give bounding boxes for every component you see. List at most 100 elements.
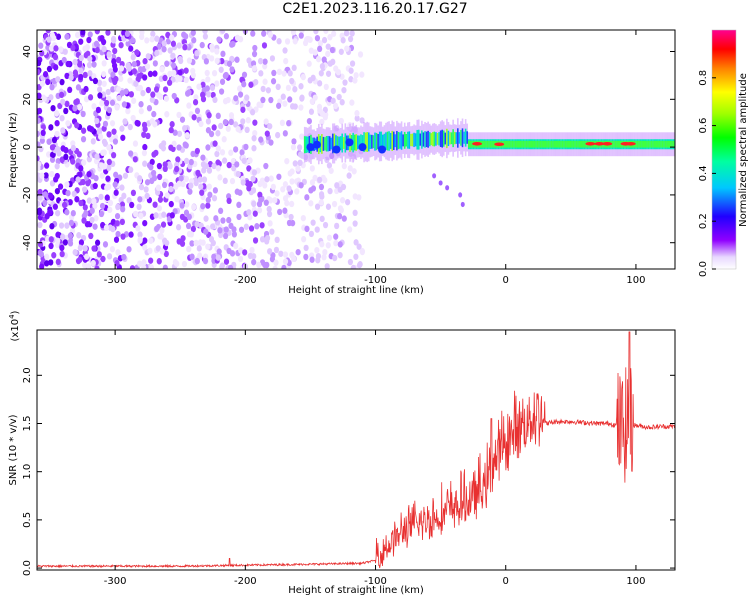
spectrogram-cell bbox=[196, 245, 202, 252]
spectrogram-cell bbox=[59, 244, 65, 252]
spectrogram-cell bbox=[290, 30, 297, 36]
spectrogram-cell bbox=[286, 219, 293, 227]
spectrogram-cell bbox=[324, 263, 330, 269]
spectrogram-cell bbox=[115, 203, 121, 211]
spectrogram-cell bbox=[218, 122, 224, 130]
spectrogram-cell bbox=[300, 214, 306, 222]
spectrogram-cell bbox=[291, 255, 297, 263]
spectrogram-cell bbox=[331, 200, 338, 208]
spectrogram-cell bbox=[54, 119, 60, 127]
spectrogram-cell bbox=[81, 127, 87, 134]
spectrogram-cell bbox=[345, 198, 351, 206]
spectrogram-cell bbox=[64, 209, 70, 216]
spectrogram-cell bbox=[194, 147, 200, 155]
spectrogram-cell bbox=[57, 102, 63, 110]
spectrogram-cell bbox=[174, 195, 180, 203]
spectrogram-cell bbox=[308, 108, 315, 115]
spectrogram-ticks: -300 -200 -100 0 100 40 20 0 -20 -40 bbox=[22, 30, 675, 286]
colorbar-tick-label: 0.6 bbox=[698, 118, 709, 134]
spectrogram-cell bbox=[337, 205, 344, 212]
spectrogram-cell bbox=[647, 140, 650, 148]
spectrogram-cell bbox=[273, 246, 280, 254]
spectrogram-cell bbox=[109, 246, 115, 253]
spectrogram-cell bbox=[664, 140, 667, 148]
spectrogram-cell bbox=[82, 71, 88, 79]
spectrogram-cell bbox=[149, 177, 155, 185]
spectrogram-cell bbox=[182, 141, 188, 148]
spectrogram-cell bbox=[233, 242, 239, 250]
spectrogram-cell bbox=[81, 159, 87, 166]
spectrogram-cell bbox=[199, 41, 205, 49]
spectrogram-cell bbox=[60, 233, 66, 241]
spectrogram-cell bbox=[314, 226, 320, 233]
spectrogram-cell bbox=[90, 138, 96, 145]
spectrogram-cell bbox=[323, 30, 329, 34]
spectrogram-cell bbox=[128, 166, 134, 173]
spectrogram-cell bbox=[541, 140, 544, 148]
spectrogram-cell bbox=[613, 140, 615, 148]
spectrogram-cell bbox=[283, 57, 289, 65]
spectrogram-cell bbox=[332, 145, 341, 154]
spectrogram-cell bbox=[367, 132, 370, 152]
spectrogram-cell bbox=[106, 164, 112, 172]
spectrogram-cell bbox=[191, 204, 197, 211]
spectrogram-cell bbox=[391, 130, 394, 151]
spectrogram-cell bbox=[118, 65, 125, 72]
spectrogram-cell bbox=[67, 198, 73, 206]
spectrogram-cell bbox=[330, 58, 336, 66]
spectrogram-cell bbox=[80, 135, 87, 143]
spectrogram-cell bbox=[195, 169, 201, 177]
spectrogram-cell bbox=[130, 189, 137, 197]
spectrogram-cell bbox=[237, 91, 244, 98]
spectrogram-cell bbox=[120, 205, 126, 213]
spectrogram-cell bbox=[138, 183, 145, 191]
spectrogram-cell bbox=[546, 140, 548, 148]
spectrogram-cell bbox=[58, 222, 65, 229]
spectrogram-cell bbox=[557, 140, 559, 148]
spectrogram-cell bbox=[658, 140, 661, 148]
spectrogram-cell bbox=[314, 203, 321, 210]
spectrogram-cell bbox=[614, 140, 617, 148]
spectrogram-cell bbox=[211, 195, 218, 202]
spectrogram-cell bbox=[111, 37, 117, 44]
spectrogram-cell bbox=[184, 201, 190, 208]
spectrogram-cell bbox=[240, 118, 246, 125]
spectrogram-cell bbox=[243, 223, 249, 230]
spectrogram-cell bbox=[239, 149, 245, 156]
spectrogram-cell bbox=[107, 199, 114, 207]
spectrogram-cell bbox=[175, 224, 182, 231]
spectrogram-cell bbox=[513, 140, 515, 148]
spectrogram-cell bbox=[661, 140, 664, 148]
spectrogram-cell bbox=[251, 145, 257, 152]
spectrogram-cell bbox=[64, 100, 70, 108]
spectrogram-cell bbox=[646, 140, 648, 148]
spectrogram-cell bbox=[122, 172, 129, 179]
spectrogram-cell bbox=[144, 192, 150, 200]
spectrogram-cell bbox=[375, 132, 378, 151]
spectrogram-cell bbox=[142, 74, 148, 81]
spectrogram-cell bbox=[264, 261, 270, 269]
spectrogram-cell bbox=[98, 193, 104, 201]
spectrogram-cell bbox=[84, 44, 90, 51]
spectrogram-cell bbox=[360, 134, 362, 151]
spectrogram-cell bbox=[268, 96, 274, 104]
spectrogram-cell bbox=[179, 116, 186, 123]
spectrogram-cell bbox=[45, 78, 51, 86]
spectrogram-cell bbox=[282, 130, 288, 137]
snr-y-tick-label: 1.5 bbox=[22, 416, 33, 432]
spectrogram-cell bbox=[566, 140, 569, 148]
spectrogram-cell bbox=[211, 162, 217, 170]
spectrogram-cell bbox=[555, 140, 558, 148]
spectrogram-cell bbox=[397, 131, 400, 150]
spectrogram-cell bbox=[317, 45, 323, 53]
spectrogram-cell bbox=[45, 151, 52, 158]
spectrogram-cell bbox=[542, 140, 545, 148]
spectrogram-cell bbox=[94, 117, 100, 125]
spectrogram-cell bbox=[164, 111, 170, 118]
spectrogram-cell bbox=[37, 164, 41, 172]
spectrogram-cell bbox=[123, 88, 129, 95]
spectrogram-cell bbox=[214, 48, 220, 55]
spectrogram-cell bbox=[382, 134, 384, 148]
spectrogram-cell bbox=[63, 147, 69, 154]
spectrogram-cell bbox=[275, 83, 281, 91]
